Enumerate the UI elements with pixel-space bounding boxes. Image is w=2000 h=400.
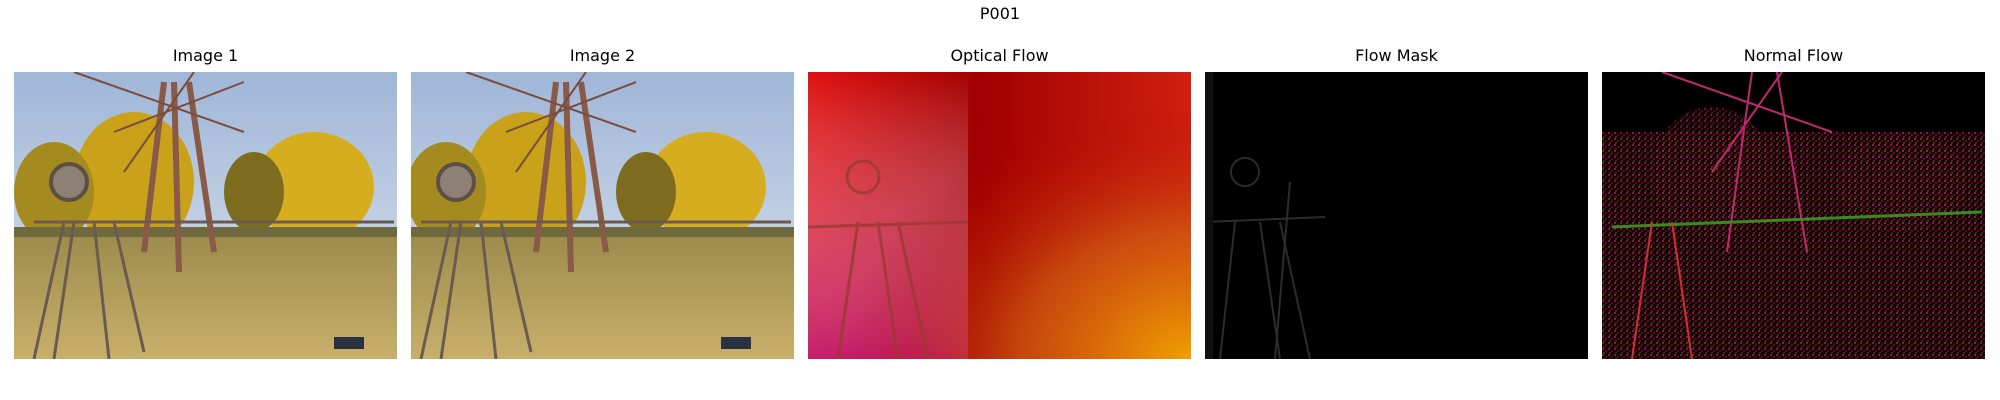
panel-image-2: Image 2	[411, 46, 794, 359]
panel-image-1: Image 1	[14, 46, 397, 359]
panel-title-image-2: Image 2	[569, 46, 636, 65]
panel-flow-mask: Flow Mask	[1205, 46, 1588, 359]
panel-title-flow-mask: Flow Mask	[1355, 46, 1438, 65]
panel-title-optical-flow: Optical Flow	[950, 46, 1049, 65]
panel-title-image-1: Image 1	[172, 46, 239, 65]
flow-mask-visualization	[1205, 72, 1588, 359]
panel-optical-flow: Optical Flow	[808, 46, 1191, 359]
panel-normal-flow: Normal Flow	[1602, 46, 1985, 359]
figure-title: P001	[979, 4, 1021, 23]
image-2-photo	[411, 72, 794, 359]
optical-flow-visualization	[808, 72, 1191, 359]
panel-title-normal-flow: Normal Flow	[1743, 46, 1844, 65]
normal-flow-visualization	[1602, 72, 1985, 359]
image-1-photo	[14, 72, 397, 359]
